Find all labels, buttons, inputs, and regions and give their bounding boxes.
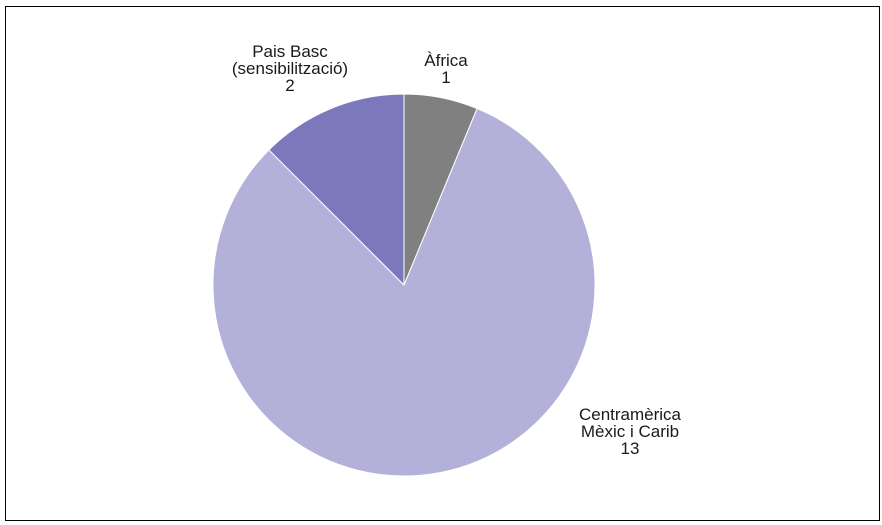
pie-label-line: Mèxic i Carib xyxy=(581,422,679,441)
pie-label-1: Àfrica 1 xyxy=(424,51,468,87)
pie-labels: Àfrica 1 Centramèrica Mèxic i Carib 13 Pais B… xyxy=(232,42,682,458)
pie-label-2: Centramèrica Mèxic i Carib 13 xyxy=(579,405,682,458)
pie-slices xyxy=(212,93,596,477)
pie-label-line: Àfrica xyxy=(424,51,468,70)
pie-label-3: Pais Basc (sensibilització) 2 xyxy=(232,42,348,95)
pie-slice-3 xyxy=(268,93,405,287)
pie-label-line: 2 xyxy=(285,76,294,95)
pie-label-line: Pais Basc xyxy=(252,42,328,61)
pie-label-line: 13 xyxy=(621,439,640,458)
pie-label-line: (sensibilització) xyxy=(232,59,348,78)
pie-slice-2 xyxy=(212,107,596,477)
pie-label-line: 1 xyxy=(441,68,450,87)
pie-label-line: Centramèrica xyxy=(579,405,682,424)
